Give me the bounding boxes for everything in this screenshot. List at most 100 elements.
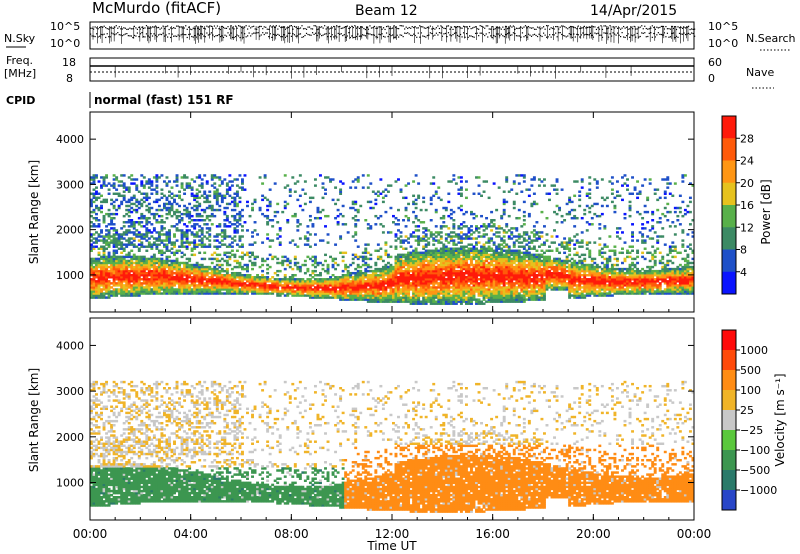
nsky-point bbox=[426, 26, 428, 29]
power-cell bbox=[248, 259, 252, 263]
power-cell bbox=[190, 188, 194, 191]
power-cell bbox=[95, 280, 98, 283]
power-cell bbox=[125, 288, 129, 291]
nsky-point bbox=[497, 27, 499, 29]
nsearch-point bbox=[94, 35, 96, 38]
power-cell bbox=[296, 221, 300, 224]
power-cell bbox=[288, 278, 292, 281]
power-cell bbox=[293, 261, 297, 265]
power-cell bbox=[155, 184, 159, 187]
power-cell bbox=[384, 282, 388, 285]
power-cell bbox=[434, 292, 438, 295]
power-cell bbox=[336, 294, 340, 297]
power-cell bbox=[203, 174, 207, 177]
nsky-point bbox=[461, 27, 463, 29]
power-cell bbox=[366, 300, 370, 303]
power-cell bbox=[122, 286, 126, 289]
power-cell bbox=[102, 200, 106, 204]
nsky-point bbox=[636, 28, 638, 30]
power-cell bbox=[351, 180, 355, 183]
power-cell bbox=[454, 253, 458, 257]
power-cell bbox=[452, 210, 456, 214]
power-cell bbox=[374, 249, 378, 252]
power-cell bbox=[230, 292, 234, 295]
power-cell bbox=[399, 190, 403, 193]
nsky-point bbox=[102, 26, 104, 28]
power-cell bbox=[464, 259, 468, 263]
power-cell bbox=[130, 255, 134, 259]
nsearch-point bbox=[325, 33, 327, 35]
power-cell bbox=[276, 290, 280, 293]
power-cell bbox=[447, 235, 451, 238]
nsearch-point bbox=[321, 35, 323, 37]
power-cell bbox=[115, 245, 119, 248]
nsearch-label: N.Search bbox=[746, 32, 796, 45]
nsky-point bbox=[114, 26, 116, 28]
power-cell bbox=[427, 300, 431, 303]
power-cell bbox=[397, 286, 400, 289]
power-cell bbox=[102, 221, 106, 224]
power-cell bbox=[457, 261, 461, 265]
power-cell bbox=[324, 188, 327, 191]
power-cell bbox=[376, 267, 380, 271]
power-cell bbox=[233, 235, 237, 238]
power-cell bbox=[230, 290, 234, 293]
power-cell bbox=[271, 257, 275, 261]
power-cell bbox=[306, 267, 310, 271]
power-cell bbox=[437, 298, 441, 301]
power-cell bbox=[459, 223, 463, 226]
power-cell bbox=[311, 280, 315, 283]
power-cell bbox=[218, 265, 222, 269]
power-cell bbox=[95, 267, 98, 271]
power-cell bbox=[301, 278, 305, 281]
power-cell bbox=[140, 212, 144, 216]
power-cell bbox=[339, 292, 343, 295]
power-cell bbox=[334, 243, 338, 246]
power-cell bbox=[374, 278, 378, 281]
power-cell bbox=[311, 223, 315, 226]
power-cell bbox=[424, 253, 428, 257]
nsky-point bbox=[138, 26, 140, 29]
freq-label-2: [MHz] bbox=[4, 67, 36, 80]
power-cell bbox=[271, 239, 275, 242]
nsky-point bbox=[573, 26, 575, 28]
power-cell bbox=[346, 231, 350, 234]
power-cell bbox=[439, 273, 443, 277]
power-cell bbox=[112, 251, 116, 255]
power-cell bbox=[193, 239, 197, 242]
nsearch-point bbox=[130, 35, 132, 37]
power-cell bbox=[137, 294, 141, 297]
power-cell bbox=[115, 251, 119, 255]
power-cell bbox=[150, 231, 154, 234]
power-cell bbox=[432, 263, 436, 267]
power-cell bbox=[384, 263, 388, 267]
power-cell bbox=[399, 280, 403, 283]
power-cell bbox=[125, 243, 129, 246]
power-cell bbox=[125, 253, 129, 257]
power-cell bbox=[376, 280, 380, 283]
power-cell bbox=[351, 200, 355, 204]
power-cell bbox=[434, 288, 438, 291]
nsky-point bbox=[160, 27, 163, 29]
power-cell bbox=[313, 216, 317, 220]
power-cell bbox=[170, 225, 174, 228]
power-cell bbox=[417, 237, 421, 240]
nsearch-point bbox=[660, 33, 662, 36]
power-cell bbox=[205, 288, 209, 291]
power-cell bbox=[384, 188, 388, 191]
power-cell bbox=[200, 229, 204, 232]
power-cell bbox=[439, 235, 443, 238]
power-cell bbox=[238, 216, 242, 220]
power-cell bbox=[253, 276, 257, 279]
power-cell bbox=[117, 239, 121, 242]
power-cell bbox=[137, 265, 141, 269]
power-cell bbox=[366, 243, 370, 246]
power-cell bbox=[122, 225, 126, 228]
power-cell bbox=[195, 280, 199, 283]
power-cell bbox=[112, 280, 116, 283]
power-cell bbox=[429, 276, 433, 279]
power-cell bbox=[409, 235, 413, 238]
power-cell bbox=[281, 278, 285, 281]
power-cell bbox=[185, 229, 189, 232]
nsky-point bbox=[435, 27, 437, 29]
